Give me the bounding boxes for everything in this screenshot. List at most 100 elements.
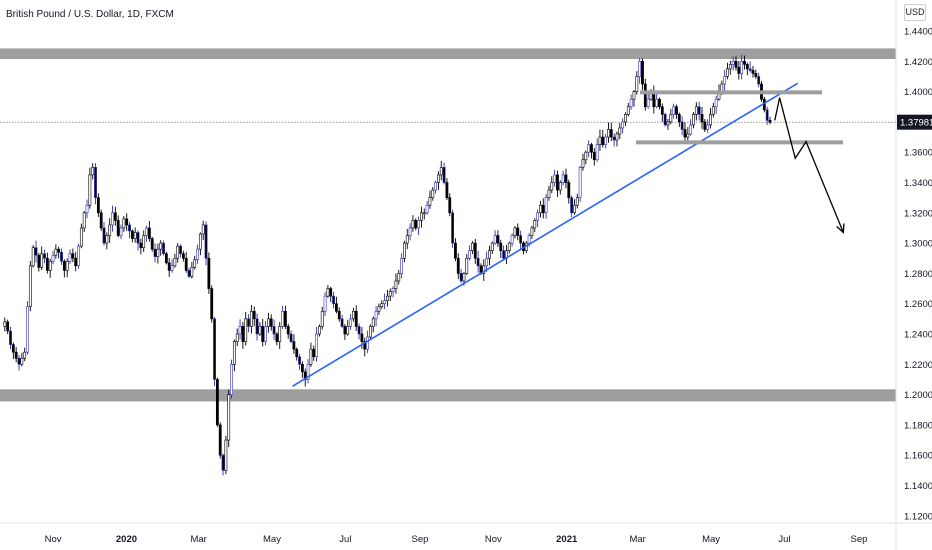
candle-body [768, 120, 772, 123]
time-tick-label: Mar [190, 534, 206, 545]
candle [31, 245, 35, 268]
candle [82, 210, 86, 232]
candle-body [147, 227, 151, 239]
candle-body [94, 167, 97, 198]
candle-body [352, 310, 355, 320]
price-tick-label: 1.20000 [904, 390, 932, 401]
candle-body [454, 242, 457, 259]
candle-body [482, 265, 486, 274]
candle-body [312, 348, 316, 358]
price-tick-label: 1.24000 [904, 330, 932, 341]
candle-body [309, 348, 313, 365]
candle-body [587, 144, 591, 153]
candle [490, 241, 494, 255]
time-tick-label: Mar [629, 534, 645, 545]
candle [587, 140, 591, 158]
candle-body [567, 182, 571, 198]
candle [437, 171, 440, 190]
candle-body [105, 235, 109, 244]
candle [369, 324, 372, 340]
candle-body [269, 318, 273, 327]
currency-button[interactable]: USD [904, 4, 926, 21]
candle [754, 69, 758, 79]
candle-body [635, 76, 639, 92]
candle-body [422, 212, 426, 215]
box-bottom-line [636, 140, 843, 145]
candle-body [533, 220, 537, 229]
candle [539, 200, 542, 218]
candle [581, 153, 585, 171]
candle [516, 223, 520, 241]
time-tick-label: Nov [485, 534, 502, 545]
resistance-zone [0, 48, 896, 60]
candle-body [442, 167, 446, 183]
projection-arrowhead [836, 223, 845, 234]
candle [411, 215, 415, 232]
candle-body [448, 197, 452, 214]
last-price-label: 1.37981 [900, 118, 932, 129]
time-tick-label: Jul [778, 534, 790, 545]
candle-body [516, 227, 520, 236]
candle [697, 101, 701, 121]
candle-body [476, 257, 480, 267]
candle [181, 250, 185, 262]
candle-body [247, 318, 250, 327]
candle [711, 102, 715, 118]
candle-body [369, 326, 372, 338]
candle-body [74, 257, 78, 267]
candle [252, 306, 256, 327]
price-tick-label: 1.16000 [904, 451, 932, 462]
candle-body [714, 98, 718, 108]
price-axis[interactable]: 1.440001.420001.400001.380001.360001.340… [895, 0, 932, 550]
candle-body [462, 273, 466, 282]
candle [269, 314, 273, 331]
candle-body [48, 260, 52, 271]
candle-body [215, 379, 219, 426]
candle-body [490, 242, 494, 251]
candle [601, 129, 605, 148]
candle [575, 193, 579, 209]
candle-body [241, 326, 245, 342]
candle [434, 180, 437, 194]
candle-body [473, 242, 477, 259]
candle [142, 230, 146, 253]
candle-body [669, 114, 673, 123]
candle [162, 240, 165, 256]
candle [638, 58, 642, 84]
candle [507, 241, 511, 254]
time-axis[interactable]: Nov 2020 Mar May Jul Sep Nov 2021 Mar May Jul Sep [0, 522, 932, 545]
candle [748, 61, 752, 73]
candle-body [275, 333, 279, 342]
candle-body [607, 129, 610, 138]
candle-body [346, 326, 350, 335]
candle-body [96, 197, 100, 214]
candle [482, 259, 486, 281]
candle [405, 229, 409, 250]
candle-body [235, 333, 239, 342]
candle [709, 107, 712, 129]
candle [692, 112, 695, 129]
candle [635, 71, 639, 95]
candle-body [71, 253, 75, 259]
price-tick-label: 1.18000 [904, 420, 932, 431]
candle [666, 119, 670, 130]
candle [590, 143, 593, 159]
time-tick-label: May [702, 534, 720, 545]
candle-body [145, 227, 148, 236]
candle-body [711, 106, 715, 115]
candle-body [332, 295, 335, 304]
candle-body [615, 133, 619, 141]
candle-body [629, 98, 633, 108]
candle-body [754, 73, 758, 77]
candle [607, 122, 610, 143]
candle-body [91, 167, 95, 176]
candle [425, 201, 429, 215]
candle [442, 162, 446, 185]
candle [672, 103, 676, 119]
candle [499, 239, 503, 258]
candle-body [37, 254, 41, 268]
candle [184, 251, 188, 273]
candle-body [425, 204, 429, 214]
candle-body [686, 133, 690, 138]
